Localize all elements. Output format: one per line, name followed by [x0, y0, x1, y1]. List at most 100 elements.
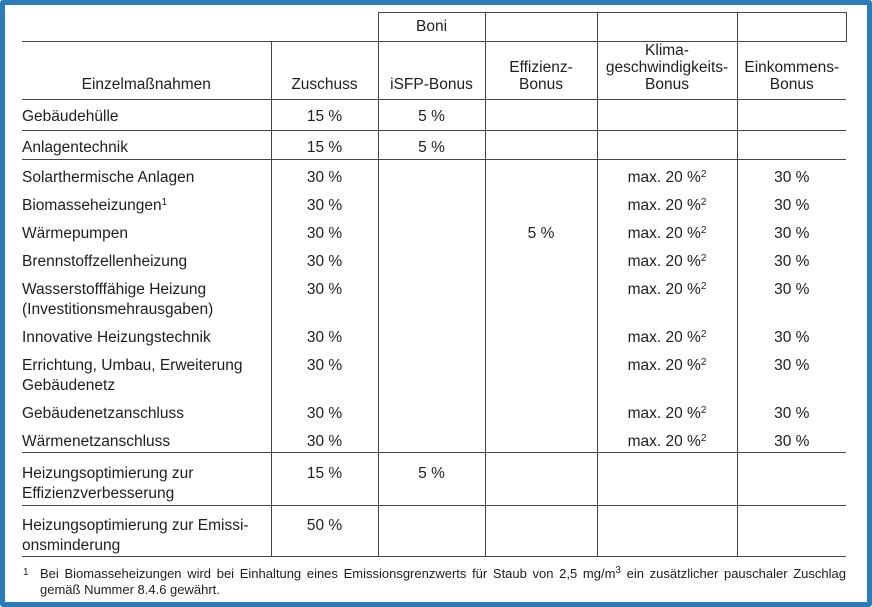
klima-bonus-cell: max. 20 %2 — [596, 159, 737, 188]
header-label: Klima- — [645, 42, 689, 59]
zuschuss-cell: 15 % — [270, 99, 378, 131]
isfp-bonus-cell — [377, 216, 485, 244]
klima-bonus-cell: max. 20 %2 — [596, 424, 737, 453]
isfp-bonus-cell — [377, 320, 485, 348]
measure-cell: Wärmenetzanschluss — [22, 424, 271, 453]
measure-cell: Brennstoffzellenheizung — [22, 244, 271, 272]
klima-bonus-cell: max. 20 %2 — [596, 320, 737, 348]
zuschuss-cell: 30 % — [270, 216, 378, 244]
klima-bonus-cell: max. 20 %2 — [596, 348, 737, 396]
klima-bonus-cell: max. 20 %2 — [596, 244, 737, 272]
measure-label: Biomasseheizungen — [22, 197, 162, 214]
footnote-ref: 2 — [700, 253, 707, 264]
klima-bonus-cell: max. 20 %2 — [596, 272, 737, 320]
zuschuss-cell: 50 % — [270, 505, 378, 557]
zuschuss-cell: 30 % — [270, 244, 378, 272]
measure-label: Heizungsoptimierung zur Emissi- — [22, 517, 249, 534]
header-einzelmassnahmen: Einzelmaßnahmen — [22, 41, 271, 100]
footnote-ref: 2 — [700, 357, 707, 368]
footnotes: 1 Bei Biomasseheizungen wird bei Einhaltu… — [22, 566, 846, 602]
klima-bonus-cell — [596, 99, 737, 131]
table-row: Wasserstofffähige Heizung (Investitionsme… — [22, 272, 846, 320]
table-row: Errichtung, Umbau, Erweiterung Gebäudenet… — [22, 348, 846, 396]
measure-label: Gebäudehülle — [22, 108, 119, 125]
einkommens-bonus-cell: 30 % — [736, 272, 846, 320]
measure-cell: Biomasseheizungen1 — [22, 188, 271, 216]
measure-label: Anlagentechnik — [22, 139, 128, 156]
isfp-bonus-cell: 5 % — [377, 452, 485, 506]
zuschuss-cell: 30 % — [270, 272, 378, 320]
footnote-ref: 2 — [700, 225, 707, 236]
footnote-ref: 2 — [700, 433, 707, 444]
klima-bonus-cell — [596, 505, 737, 557]
header-einkommens-bonus: Einkommens- Bonus — [736, 41, 846, 100]
einkommens-bonus-cell: 30 % — [736, 320, 846, 348]
header-label: Bonus — [769, 76, 814, 93]
klima-bonus-cell: max. 20 %2 — [596, 188, 737, 216]
measure-cell: Heizungsoptimierung zur Emissi-onsminder… — [22, 505, 271, 557]
footnote-ref: 2 — [700, 405, 707, 416]
header-klimageschwindigkeits-bonus: Klima- geschwindigkeits- Bonus — [596, 41, 737, 100]
zuschuss-cell: 30 % — [270, 320, 378, 348]
measure-cell: Anlagentechnik — [22, 130, 271, 160]
isfp-bonus-cell — [377, 272, 485, 320]
isfp-bonus-cell — [377, 159, 485, 188]
footnote-ref: 2 — [700, 197, 707, 208]
measure-label: Innovative Heizungstechnik — [22, 329, 211, 346]
footnote-ref: 1 — [161, 197, 168, 208]
footnote-ref: 2 — [700, 281, 707, 292]
measure-label: Errichtung, Umbau, Erweiterung — [22, 357, 243, 374]
einkommens-bonus-cell: 30 % — [736, 159, 846, 188]
measure-cell: Wärmepumpen — [22, 216, 271, 244]
einkommens-bonus-cell: 30 % — [736, 244, 846, 272]
measure-cell: Wasserstofffähige Heizung (Investitionsme… — [22, 281, 214, 318]
table-row: Anlagentechnik 15 % 5 % — [22, 130, 846, 160]
measure-label: Heizungsoptimierung zur — [22, 465, 194, 482]
header-zuschuss: Zuschuss — [270, 41, 378, 100]
header-label: Einkommens- — [744, 59, 840, 76]
zuschuss-cell: 30 % — [270, 348, 378, 396]
isfp-bonus-cell — [377, 424, 485, 453]
header-isfp-bonus: iSFP-Bonus — [377, 41, 485, 100]
column-header-row: Einzelmaßnahmen Zuschuss iSFP-Bonus Effi… — [22, 41, 846, 100]
klima-bonus-cell: max. 20 %2 — [596, 216, 737, 244]
zuschuss-cell: 30 % — [270, 159, 378, 188]
table-row: Gebäudehülle 15 % 5 % — [22, 99, 846, 131]
boni-empty-cell — [596, 12, 737, 42]
zuschuss-cell: 15 % — [270, 130, 378, 160]
einkommens-bonus-cell: 30 % — [736, 188, 846, 216]
klima-bonus-cell: max. 20 %2 — [596, 396, 737, 424]
effizienz-bonus-cell — [484, 396, 597, 424]
measure-label: Brennstoffzellenheizung — [22, 253, 188, 270]
effizienz-bonus-cell — [484, 244, 597, 272]
measure-cell: Gebäudenetzanschluss — [22, 396, 271, 424]
measure-label: Wärmenetzanschluss — [22, 433, 171, 450]
footnote-ref: 2 — [700, 329, 707, 340]
boni-group-row: Boni — [22, 12, 847, 42]
measure-label: Solarthermische Anlagen — [22, 169, 195, 186]
measure-cell: Heizungsoptimierung zur Effizienzverbesse… — [22, 452, 271, 506]
header-label: Zuschuss — [291, 76, 358, 93]
header-label: Bonus — [645, 76, 689, 93]
footnote-text: Bei Biomasseheizungen wird bei Einhaltun… — [40, 566, 616, 581]
table-row: Gebäudenetzanschluss 30 % max. 20 %2 30 … — [22, 396, 846, 424]
klima-bonus-cell — [596, 130, 737, 160]
effizienz-bonus-cell — [484, 424, 597, 453]
isfp-bonus-cell — [377, 188, 485, 216]
effizienz-bonus-cell — [484, 452, 597, 506]
table-row: Brennstoffzellenheizung 30 % max. 20 %2 … — [22, 244, 846, 272]
measure-label: Wärmepumpen — [22, 225, 128, 242]
measure-cell: Innovative Heizungstechnik — [22, 320, 271, 348]
einkommens-bonus-cell — [736, 452, 846, 506]
measure-cell: Gebäudehülle — [22, 99, 271, 131]
zuschuss-cell: 30 % — [270, 188, 378, 216]
footnote-ref: 2 — [700, 169, 707, 180]
measure-label: Gebäudenetzanschluss — [22, 405, 185, 422]
effizienz-bonus-cell — [484, 272, 597, 320]
effizienz-bonus-cell: 5 % — [484, 216, 597, 244]
table-row: Wärmenetzanschluss 30 % max. 20 %2 30 % — [22, 424, 846, 453]
effizienz-bonus-cell — [484, 159, 597, 188]
boni-group-header: Boni — [377, 12, 485, 42]
header-label: iSFP-Bonus — [390, 76, 473, 93]
